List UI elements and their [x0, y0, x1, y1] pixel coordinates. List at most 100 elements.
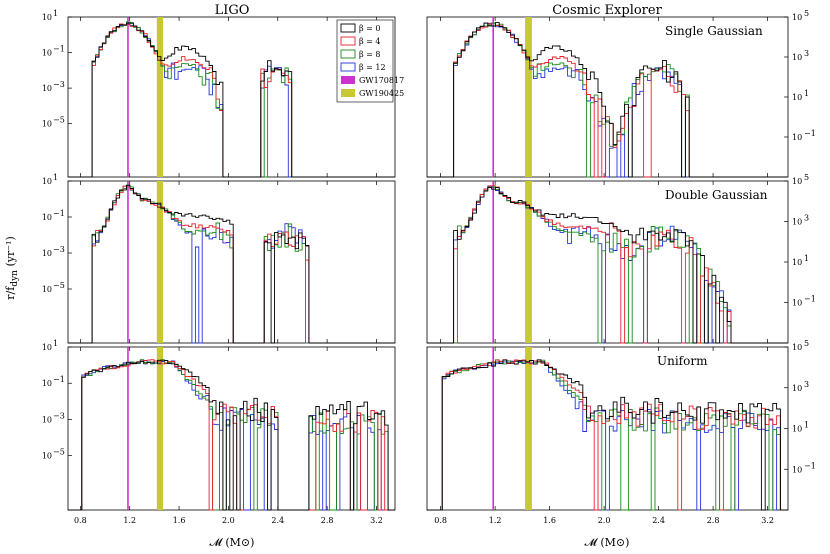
gw190425-band [156, 17, 164, 177]
legend: β = 0 β = 4 β = 8 β = 12 GW170817 GW190425 [336, 19, 404, 103]
y-tick-exponent-right: 1 [804, 89, 809, 98]
legend-swatch [341, 89, 355, 97]
series-beta-4 [427, 359, 788, 511]
y-tick-exponent: −1 [53, 45, 65, 54]
y-axis-label: r/fdyn (yr⁻¹) [4, 236, 20, 299]
series-beta-12 [427, 185, 788, 344]
x-tick-label: 3.2 [370, 516, 383, 525]
series-beta-0 [68, 184, 395, 344]
series-beta-8 [427, 186, 788, 344]
x-tick-label: 0.8 [434, 516, 447, 525]
gw190425-band [525, 347, 532, 510]
y-tick-label-right: 10 [792, 13, 802, 22]
y-tick-exponent: 1 [53, 339, 58, 348]
y-tick-label: 10 [42, 120, 52, 129]
y-tick-label-right: 10 [792, 343, 802, 352]
y-tick-label-right: 10 [792, 465, 802, 474]
y-tick-label: 10 [42, 249, 52, 258]
y-tick-label-right: 10 [792, 177, 802, 186]
y-tick-exponent-right: 3 [804, 214, 809, 223]
y-tick-exponent: −5 [53, 116, 65, 125]
panel-frame [426, 16, 789, 178]
y-tick-label-right: 10 [792, 218, 802, 227]
panel-frame [426, 346, 789, 511]
legend-label: β = 12 [359, 63, 386, 72]
legend-label: β = 4 [359, 37, 381, 46]
series-beta-0 [427, 187, 788, 344]
legend-swatch [340, 23, 356, 33]
y-tick-exponent-right: 1 [804, 254, 809, 263]
legend-label: GW170817 [359, 76, 404, 85]
y-tick-label-right: 10 [792, 425, 802, 434]
y-tick-exponent-right: 3 [804, 49, 809, 58]
y-tick-label: 10 [42, 343, 52, 352]
y-tick-exponent: −5 [53, 448, 65, 457]
y-tick-label-right: 10 [792, 93, 802, 102]
y-tick-exponent: −3 [53, 411, 65, 420]
series-beta-8 [427, 22, 788, 178]
y-tick-label: 10 [42, 213, 52, 222]
y-tick-exponent: −5 [53, 281, 65, 290]
y-tick-exponent: 1 [53, 9, 58, 18]
row-label: Single Gaussian [665, 24, 763, 38]
series-beta-8 [68, 185, 395, 344]
y-tick-exponent: −3 [53, 245, 65, 254]
col-title-ligo: LIGO [215, 3, 250, 18]
x-tick-label: 1.2 [123, 516, 136, 525]
y-tick-label: 10 [42, 285, 52, 294]
panel-frame [426, 180, 789, 344]
y-tick-exponent-right: 1 [804, 421, 809, 430]
panel-frame [67, 180, 396, 344]
legend-swatch [340, 36, 356, 46]
series-beta-4 [427, 185, 788, 344]
legend-swatch [340, 49, 356, 59]
ylabel-main: r/f [4, 286, 17, 300]
y-tick-label: 10 [42, 49, 52, 58]
xlabel-ce: 𝓜 (M⊙) [585, 536, 630, 549]
gw190425-band [156, 181, 164, 343]
x-tick-label: 1.6 [173, 516, 186, 525]
x-tick-label: 2.0 [222, 516, 235, 525]
xlabel-ligo: 𝓜 (M⊙) [210, 536, 255, 549]
y-tick-label-right: 10 [792, 133, 802, 142]
y-tick-exponent-right: 3 [804, 380, 809, 389]
y-tick-exponent: −1 [53, 209, 65, 218]
legend-label: β = 0 [359, 24, 381, 33]
legend-label: GW190425 [359, 89, 404, 98]
y-tick-label-right: 10 [792, 53, 802, 62]
y-tick-label-right: 10 [792, 299, 802, 308]
ylabel-unit: (yr⁻¹) [4, 236, 17, 270]
series-beta-4 [427, 23, 788, 178]
y-tick-exponent-right: 5 [804, 9, 809, 18]
y-tick-exponent: −3 [53, 80, 65, 89]
y-tick-exponent-right: −1 [804, 129, 816, 138]
row-label: Double Gaussian [665, 188, 768, 202]
series-beta-8 [427, 359, 788, 511]
x-tick-label: 2.4 [271, 516, 284, 525]
y-tick-exponent-right: −1 [804, 461, 816, 470]
series-beta-0 [68, 359, 395, 511]
x-tick-label: 0.8 [74, 516, 87, 525]
series-beta-8 [68, 359, 395, 511]
x-tick-label: 2.8 [707, 516, 720, 525]
legend-box [336, 19, 394, 103]
gw190425-band [525, 17, 532, 177]
series-beta-12 [68, 360, 395, 511]
y-tick-exponent: 1 [53, 173, 58, 182]
row-label: Uniform [657, 354, 708, 368]
x-tick-label: 2.4 [652, 516, 665, 525]
y-tick-label-right: 10 [792, 384, 802, 393]
y-tick-label: 10 [42, 379, 52, 388]
series-beta-0 [427, 359, 788, 511]
y-tick-exponent-right: −1 [804, 295, 816, 304]
series-beta-12 [427, 22, 788, 178]
series-beta-12 [68, 184, 395, 344]
y-tick-label: 10 [42, 177, 52, 186]
svg-text:r/fdyn (yr⁻¹): r/fdyn (yr⁻¹) [4, 236, 20, 299]
